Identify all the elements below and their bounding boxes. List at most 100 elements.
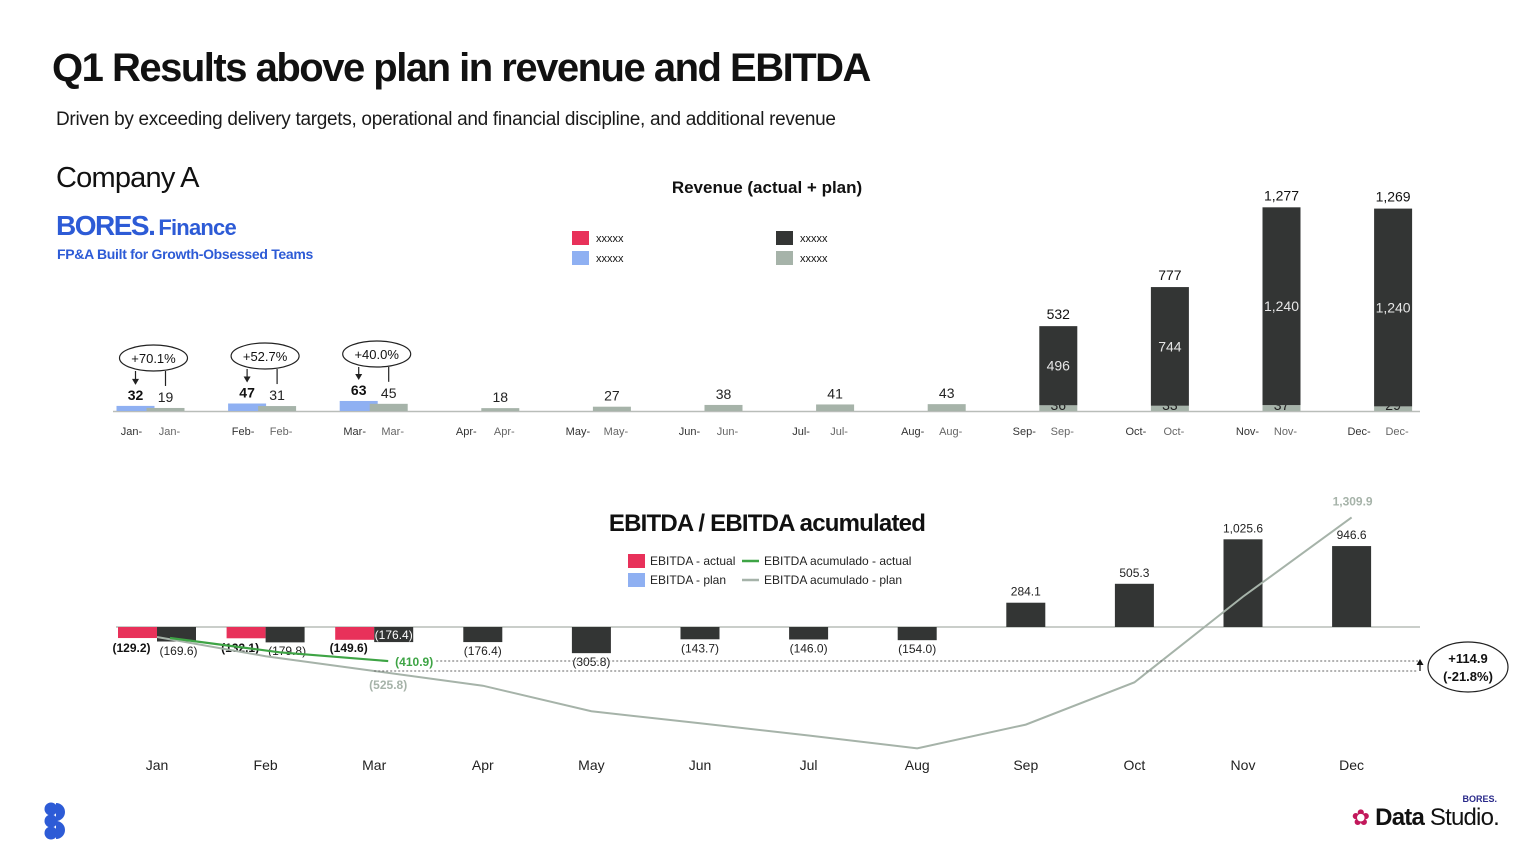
ebitda-tick-label: Oct bbox=[1124, 757, 1146, 773]
revenue-tick-plan: Dec- bbox=[1385, 426, 1409, 438]
revenue-label-additional: 1,240 bbox=[1264, 298, 1299, 314]
revenue-bar-plan bbox=[146, 407, 185, 411]
revenue-label-additional: 1,240 bbox=[1376, 299, 1411, 315]
ebitda-label-plan: (176.4) bbox=[464, 644, 502, 658]
revenue-label-additional: 496 bbox=[1047, 358, 1071, 374]
revenue-bar-plan bbox=[592, 406, 631, 411]
ebitda-legend-label: EBITDA - plan bbox=[650, 573, 726, 587]
revenue-variance-bubble bbox=[118, 344, 189, 372]
ebitda-label-plan: (146.0) bbox=[790, 641, 828, 655]
bores-logo-icon bbox=[44, 802, 65, 840]
ebitda-bar-plan bbox=[571, 627, 611, 654]
revenue-bar-plan bbox=[1039, 405, 1078, 411]
revenue-tick-actual: Apr- bbox=[456, 426, 477, 438]
ebitda-bar-plan bbox=[1332, 546, 1372, 627]
revenue-label-total: 777 bbox=[1158, 267, 1182, 283]
revenue-bar-plan bbox=[481, 408, 520, 411]
brand-logo-bold: BORES. bbox=[56, 210, 156, 241]
revenue-tick-plan: Mar- bbox=[381, 426, 404, 438]
revenue-legend-swatch bbox=[776, 231, 793, 245]
revenue-bar-plan bbox=[1150, 405, 1189, 411]
revenue-bar-plan-additional bbox=[1150, 287, 1189, 406]
ebitda-label-plan: 946.6 bbox=[1337, 528, 1367, 542]
revenue-bar-plan bbox=[1262, 405, 1301, 411]
revenue-legend-label: xxxxx bbox=[596, 253, 624, 265]
ebitda-tick-label: Feb bbox=[254, 757, 278, 773]
revenue-variance-bubble bbox=[342, 340, 412, 368]
revenue-variance-label: +70.1% bbox=[131, 351, 176, 366]
revenue-label-additional: 744 bbox=[1158, 338, 1182, 354]
ebitda-variance-percent: (-21.8%) bbox=[1443, 669, 1493, 684]
revenue-label-total: 1,269 bbox=[1376, 189, 1411, 205]
ebitda-legend-label: EBITDA acumulado - plan bbox=[764, 573, 902, 587]
revenue-tick-actual: May- bbox=[566, 426, 591, 438]
page-subtitle: Driven by exceeding delivery targets, op… bbox=[56, 109, 836, 130]
ebitda-label-actual: (129.2) bbox=[112, 641, 150, 655]
ebitda-bar-plan bbox=[680, 627, 720, 640]
ebitda-label-plan: (143.7) bbox=[681, 641, 719, 655]
revenue-bar-plan bbox=[1374, 406, 1413, 411]
revenue-bar-plan bbox=[258, 406, 297, 411]
ebitda-variance-value: +114.9 bbox=[1448, 651, 1487, 666]
ebitda-tick-label: Sep bbox=[1013, 757, 1038, 773]
revenue-tick-plan: Sep- bbox=[1051, 426, 1075, 438]
brand-tagline: FP&A Built for Growth-Obsessed Teams bbox=[57, 246, 314, 262]
revenue-tick-plan: Feb- bbox=[270, 426, 293, 438]
revenue-variance-arrowhead bbox=[243, 376, 251, 383]
ebitda-bar-actual bbox=[118, 627, 157, 639]
revenue-bar-actual bbox=[116, 405, 155, 411]
page-title: Q1 Results above plan in revenue and EBI… bbox=[52, 46, 871, 90]
revenue-label-plan: 38 bbox=[716, 386, 732, 402]
revenue-label-plan: 41 bbox=[827, 385, 843, 401]
ebitda-bar-plan bbox=[789, 627, 829, 640]
revenue-variance-arrowhead bbox=[132, 378, 139, 385]
revenue-tick-plan: Apr- bbox=[494, 426, 515, 438]
data-studio-small-brand: BORES. bbox=[1462, 794, 1497, 804]
ebitda-bar-actual bbox=[226, 627, 266, 639]
revenue-legend-label: xxxxx bbox=[596, 233, 624, 245]
revenue-bar-plan-additional bbox=[1374, 208, 1413, 407]
revenue-label-total: 1,277 bbox=[1264, 187, 1299, 203]
revenue-bar-actual bbox=[228, 403, 267, 411]
revenue-tick-plan: Aug- bbox=[939, 426, 963, 438]
ebitda-label-plan: (176.4) bbox=[375, 628, 413, 642]
ebitda-bar-plan bbox=[463, 627, 503, 643]
revenue-tick-actual: Jan- bbox=[121, 426, 143, 438]
revenue-legend-swatch bbox=[572, 251, 589, 265]
revenue-tick-actual: Oct- bbox=[1126, 426, 1147, 438]
ebitda-tick-label: Jun bbox=[689, 757, 712, 773]
revenue-tick-actual: Nov- bbox=[1236, 426, 1260, 438]
ebitda-tick-label: Jul bbox=[800, 757, 818, 773]
revenue-tick-plan: May- bbox=[604, 426, 629, 438]
revenue-tick-actual: Mar- bbox=[343, 426, 366, 438]
revenue-legend-swatch bbox=[572, 231, 589, 245]
company-name: Company A bbox=[56, 162, 200, 194]
revenue-tick-plan: Jun- bbox=[717, 426, 739, 438]
revenue-label-actual: 32 bbox=[128, 387, 144, 403]
ebitda-tick-label: Mar bbox=[362, 757, 386, 773]
revenue-bar-plan bbox=[704, 404, 743, 411]
ebitda-legend-label: EBITDA acumulado - actual bbox=[764, 554, 911, 568]
data-studio-light: Studio. bbox=[1429, 804, 1500, 831]
ebitda-legend-label: EBITDA - actual bbox=[650, 554, 735, 568]
revenue-label-plan: 18 bbox=[493, 389, 509, 405]
ebitda-bar-plan bbox=[1006, 602, 1046, 627]
revenue-label-plan: 27 bbox=[604, 388, 620, 404]
revenue-tick-actual: Dec- bbox=[1347, 426, 1371, 438]
revenue-legend-label: xxxxx bbox=[800, 253, 828, 265]
ebitda-tick-label: Dec bbox=[1339, 757, 1364, 773]
revenue-legend-swatch bbox=[776, 251, 793, 265]
data-studio-logo: BORES. ✿ Data Studio. bbox=[1352, 794, 1500, 832]
ebitda-cum-plan-end-label: 1,309.9 bbox=[1333, 494, 1373, 508]
ebitda-legend-swatch bbox=[628, 573, 645, 587]
revenue-tick-actual: Sep- bbox=[1013, 426, 1037, 438]
ebitda-bar-plan bbox=[897, 627, 937, 641]
ebitda-bar-plan bbox=[1223, 539, 1263, 627]
ebitda-bar-plan bbox=[1114, 583, 1154, 627]
revenue-label-plan: 45 bbox=[381, 385, 397, 401]
ebitda-cum-plan-q1-label: (525.8) bbox=[369, 678, 407, 692]
ebitda-variance-bubble bbox=[1427, 641, 1509, 693]
ebitda-label-plan: (169.6) bbox=[159, 644, 197, 658]
revenue-label-plan: 19 bbox=[158, 389, 174, 405]
ebitda-cum-plan-line bbox=[156, 516, 1353, 750]
